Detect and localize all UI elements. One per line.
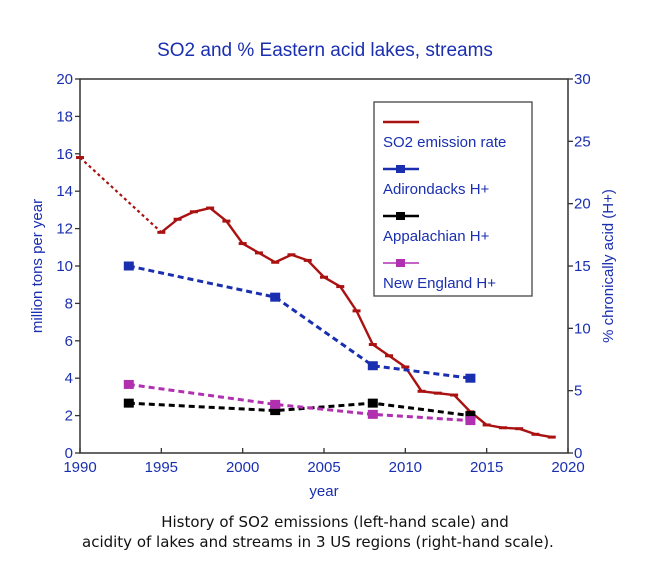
data-point-so2-emission-rate <box>238 242 247 246</box>
x-axis-label: year <box>309 483 338 500</box>
data-point-adirondacks-h <box>123 261 134 271</box>
data-point-so2-emission-rate <box>450 393 459 397</box>
data-point-so2-emission-rate <box>303 258 312 262</box>
y-tick-label-left: 10 <box>56 258 73 275</box>
x-tick-label: 2015 <box>470 459 503 476</box>
data-point-adirondacks-h <box>465 373 476 383</box>
data-point-appalachian-h <box>465 411 476 421</box>
series-segment-so2-emission-rate <box>225 220 244 245</box>
y-axis-right-label: % chronically acid (H+) <box>600 189 617 343</box>
y-tick-label-left: 4 <box>65 370 73 387</box>
series-segment-so2-emission-rate <box>79 156 163 234</box>
data-point-so2-emission-rate <box>547 435 556 439</box>
data-point-so2-emission-rate <box>482 423 491 427</box>
x-tick-label: 2010 <box>389 459 422 476</box>
y-axis-left-label: million tons per year <box>29 199 46 333</box>
y-tick-label-left: 6 <box>65 333 73 350</box>
data-point-so2-emission-rate <box>287 253 296 257</box>
y-tick-label-left: 2 <box>65 408 73 425</box>
x-tick-label: 2020 <box>551 459 584 476</box>
data-point-new-england-h <box>123 379 134 389</box>
data-point-so2-emission-rate <box>336 285 345 289</box>
series-segment-so2-emission-rate <box>242 242 260 254</box>
y-tick-label-left: 18 <box>56 108 73 125</box>
y-axis-left: 0 2 4 6 8 10 12 14 16 18 20 <box>56 71 80 462</box>
data-point-so2-emission-rate <box>515 427 524 431</box>
x-tick-label: 2000 <box>226 459 259 476</box>
legend-box <box>373 101 533 297</box>
x-tick-label: 1990 <box>63 459 96 476</box>
series-segment-so2-emission-rate <box>453 394 472 413</box>
y-tick-label-left: 16 <box>56 146 73 163</box>
data-point-new-england-h <box>367 409 378 419</box>
data-point-so2-emission-rate <box>401 365 410 369</box>
data-point-so2-emission-rate <box>433 391 442 395</box>
series-segment-so2-emission-rate <box>355 310 374 346</box>
y-tick-label-right: 5 <box>574 383 582 400</box>
caption-line-1: History of SO2 emissions (left-hand scal… <box>161 513 509 531</box>
legend-label-adirondacks-h: Adirondacks H+ <box>383 181 490 198</box>
data-point-so2-emission-rate <box>189 210 198 214</box>
legend-marker-adirondacks-h <box>396 165 405 173</box>
legend-marker-new-england-h <box>396 259 405 267</box>
y-tick-label-right: 10 <box>574 320 591 337</box>
data-point-so2-emission-rate <box>368 343 377 347</box>
data-point-adirondacks-h <box>270 292 281 302</box>
y-tick-label-right: 15 <box>574 258 591 275</box>
series-layer <box>76 156 556 439</box>
chart: SO2 and % Eastern acid lakes, streams 02… <box>29 40 617 500</box>
data-point-so2-emission-rate <box>173 217 182 221</box>
y-tick-label-left: 14 <box>56 183 73 200</box>
legend-marker-appalachian-h <box>396 212 405 220</box>
y-tick-label-right: 0 <box>574 445 582 462</box>
caption-line-2: acidity of lakes and streams in 3 US reg… <box>82 533 554 551</box>
data-point-so2-emission-rate <box>498 426 507 430</box>
data-point-new-england-h <box>465 416 476 426</box>
data-point-so2-emission-rate <box>206 206 215 210</box>
data-point-so2-emission-rate <box>76 156 84 160</box>
series-line-new-england-h <box>128 382 471 423</box>
x-tick-label: 1995 <box>145 459 178 476</box>
series-segment-so2-emission-rate <box>209 207 228 223</box>
data-point-new-england-h <box>270 399 281 409</box>
series-segment-so2-emission-rate <box>323 276 341 288</box>
series-segment-so2-emission-rate <box>388 354 407 368</box>
data-point-so2-emission-rate <box>531 432 540 436</box>
series-segment-so2-emission-rate <box>160 218 179 234</box>
legend: SO2 emission rate Adirondacks H+ Appalachi… <box>373 101 533 297</box>
legend-label-new-england-h: New England H+ <box>383 275 496 292</box>
y-axis-right: 0 5 10 15 20 25 30 <box>568 71 591 462</box>
data-point-so2-emission-rate <box>385 354 394 358</box>
chart-title: SO2 and % Eastern acid lakes, streams <box>157 40 493 61</box>
data-point-appalachian-h <box>367 398 378 408</box>
y-tick-label-right: 20 <box>574 196 591 213</box>
series-segment-so2-emission-rate <box>372 343 390 357</box>
series-segment-so2-emission-rate <box>339 285 358 312</box>
x-axis: 1990 1995 2000 2005 2010 2015 2020 <box>63 448 585 476</box>
y-tick-label-left: 20 <box>56 71 73 88</box>
data-point-so2-emission-rate <box>417 389 426 393</box>
y-tick-label-left: 12 <box>56 221 73 238</box>
data-point-appalachian-h <box>270 406 281 416</box>
legend-label-appalachian-h: Appalachian H+ <box>383 228 490 245</box>
data-point-so2-emission-rate <box>157 230 166 234</box>
data-point-adirondacks-h <box>367 361 378 371</box>
data-point-appalachian-h <box>123 398 134 408</box>
series-line-adirondacks-h <box>128 264 471 380</box>
y-tick-label-right: 25 <box>574 133 591 150</box>
y-tick-label-left: 0 <box>65 445 73 462</box>
x-tick-label: 2005 <box>307 459 340 476</box>
data-point-so2-emission-rate <box>320 275 328 279</box>
series-segment-so2-emission-rate <box>258 251 276 264</box>
y-tick-label-left: 8 <box>65 295 73 312</box>
data-point-so2-emission-rate <box>254 251 263 255</box>
legend-label-so2-emission-rate: SO2 emission rate <box>383 134 506 151</box>
series-segment-so2-emission-rate <box>306 259 325 279</box>
series-line-appalachian-h <box>128 401 471 418</box>
y-tick-label-right: 30 <box>574 71 591 88</box>
data-point-so2-emission-rate <box>352 309 361 313</box>
data-point-so2-emission-rate <box>271 260 280 264</box>
data-point-so2-emission-rate <box>222 219 231 223</box>
